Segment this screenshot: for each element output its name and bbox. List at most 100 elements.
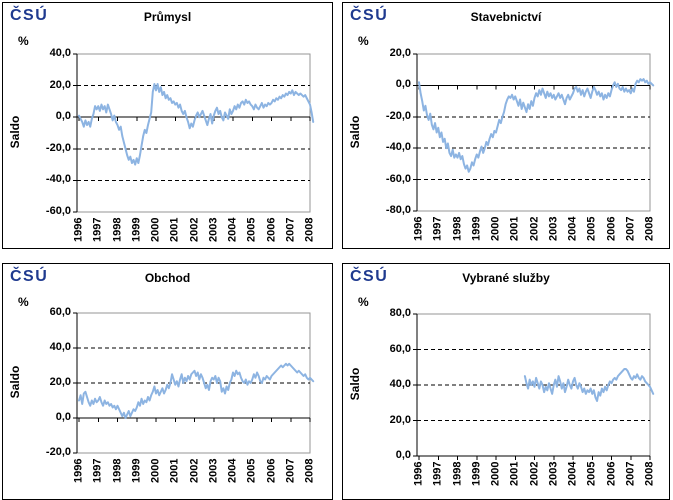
chart-panel-stavebnictvi: ČSÚ Stavebnictví % Saldo -80,0 -60,0 -40,0… bbox=[342, 2, 670, 249]
line-chart bbox=[73, 312, 315, 454]
x-tick-label: 2007 bbox=[284, 217, 297, 242]
y-tick-label: -40,0 bbox=[385, 141, 411, 154]
x-tick-label: 2001 bbox=[508, 461, 521, 486]
y-tick-label: 60,0 bbox=[49, 306, 71, 318]
x-tick-label: 1998 bbox=[451, 216, 463, 241]
x-tick-label: 1999 bbox=[130, 458, 143, 483]
csu-logo: ČSÚ bbox=[10, 268, 49, 285]
line-chart bbox=[73, 53, 315, 213]
y-tick-label: -20,0 bbox=[45, 141, 71, 154]
x-tick-label: 2000 bbox=[489, 461, 502, 486]
csu-logo: ČSÚ bbox=[350, 268, 389, 285]
chart-panel-obchod: ČSÚ Obchod % Saldo -20,0 0,0 20,0 40,0 60,0 1… bbox=[2, 263, 333, 500]
x-tick-label: 2007 bbox=[624, 216, 637, 241]
x-tick-label: 1997 bbox=[431, 216, 444, 241]
chart-title: Stavebnictví bbox=[470, 10, 542, 24]
x-tick-label: 2006 bbox=[265, 217, 277, 242]
saldo-line-series bbox=[78, 362, 315, 419]
x-tick-label: 2005 bbox=[245, 458, 258, 483]
chart-panel-prumysl: ČSÚ Průmysl % Saldo -60,0 -40,0 -20,0 0,0 20… bbox=[2, 2, 333, 249]
x-tick-label: 1997 bbox=[91, 217, 104, 242]
x-tick-label: 1999 bbox=[130, 217, 143, 242]
x-tick-label: 2003 bbox=[547, 216, 560, 241]
x-tick-label: 2006 bbox=[605, 461, 617, 486]
y-axis-title: Saldo bbox=[8, 115, 22, 149]
y-axis-title: Saldo bbox=[348, 367, 362, 401]
y-tick-label: -20,0 bbox=[385, 109, 411, 122]
x-tick-label: 2000 bbox=[149, 458, 162, 483]
x-tick-label: 2003 bbox=[207, 458, 220, 483]
y-tick-label: -40,0 bbox=[45, 173, 71, 186]
x-tick-label: 2007 bbox=[284, 458, 297, 483]
unit-label: % bbox=[358, 295, 369, 309]
x-tick-label: 1996 bbox=[412, 216, 425, 241]
x-tick-label: 2001 bbox=[168, 458, 181, 483]
y-tick-label: -60,0 bbox=[385, 172, 411, 185]
y-tick-label: 20,0 bbox=[49, 78, 71, 91]
x-tick-label: 1997 bbox=[91, 458, 104, 483]
line-chart bbox=[413, 53, 655, 212]
x-tick-label: 2005 bbox=[585, 216, 598, 241]
unit-label: % bbox=[18, 34, 29, 48]
x-tick-label: 1998 bbox=[111, 458, 123, 483]
x-tick-label: 2004 bbox=[566, 461, 579, 486]
y-tick-label: 40,0 bbox=[49, 47, 71, 59]
y-tick-label: 40,0 bbox=[389, 378, 411, 390]
x-tick-label: 1998 bbox=[111, 217, 123, 242]
x-tick-label: 2003 bbox=[207, 217, 220, 242]
x-tick-label: 2002 bbox=[528, 216, 540, 241]
x-tick-label: 2006 bbox=[265, 458, 277, 483]
x-tick-label: 1996 bbox=[72, 217, 85, 242]
x-tick-label: 1999 bbox=[470, 461, 483, 486]
y-tick-label: 60,0 bbox=[389, 342, 411, 355]
x-tick-label: 2000 bbox=[489, 216, 502, 241]
x-tick-label: 2007 bbox=[624, 461, 637, 486]
x-tick-label: 2001 bbox=[508, 216, 521, 241]
x-tick-label: 2002 bbox=[188, 217, 200, 242]
x-tick-label: 2004 bbox=[226, 458, 239, 483]
saldo-line-series bbox=[418, 78, 655, 173]
chart-title: Vybrané služby bbox=[462, 271, 550, 285]
x-tick-label: 2008 bbox=[303, 217, 316, 242]
y-tick-label: 20,0 bbox=[49, 376, 71, 388]
y-tick-label: 40,0 bbox=[49, 341, 71, 353]
unit-label: % bbox=[358, 34, 369, 48]
saldo-line-series bbox=[78, 83, 315, 166]
x-tick-label: 2005 bbox=[245, 217, 258, 242]
x-tick-label: 2001 bbox=[168, 217, 181, 242]
x-tick-label: 2008 bbox=[303, 458, 316, 483]
y-tick-label: -60,0 bbox=[45, 205, 71, 217]
chart-title: Průmysl bbox=[143, 10, 192, 24]
csu-logo: ČSÚ bbox=[350, 7, 389, 24]
x-tick-label: 1997 bbox=[431, 461, 444, 486]
csu-logo: ČSÚ bbox=[10, 7, 49, 24]
x-tick-label: 2008 bbox=[643, 461, 656, 486]
x-tick-label: 2004 bbox=[566, 216, 579, 241]
y-tick-label: -20,0 bbox=[45, 446, 71, 458]
x-tick-label: 2004 bbox=[226, 217, 239, 242]
x-tick-label: 2008 bbox=[643, 216, 656, 241]
y-axis-title: Saldo bbox=[8, 365, 22, 399]
y-tick-label: 0,0 bbox=[395, 449, 411, 461]
y-tick-label: 0,0 bbox=[55, 110, 71, 123]
x-tick-label: 1999 bbox=[470, 216, 483, 241]
chart-panel-vybrane-sluzby: ČSÚ Vybrané služby % Saldo 0,0 20,0 40,0 60… bbox=[342, 263, 670, 500]
y-tick-label: 20,0 bbox=[389, 47, 411, 59]
y-tick-label: 0,0 bbox=[395, 78, 411, 91]
x-tick-label: 2000 bbox=[149, 217, 162, 242]
y-tick-label: 80,0 bbox=[389, 307, 411, 319]
x-tick-label: 2005 bbox=[585, 461, 598, 486]
x-tick-label: 1996 bbox=[412, 461, 425, 486]
y-tick-label: -80,0 bbox=[385, 204, 411, 216]
y-tick-label: 0,0 bbox=[55, 411, 71, 423]
y-tick-label: 20,0 bbox=[389, 413, 411, 426]
x-tick-label: 2002 bbox=[188, 458, 200, 483]
x-tick-label: 2002 bbox=[528, 461, 540, 486]
x-tick-label: 2003 bbox=[547, 461, 560, 486]
y-axis-title: Saldo bbox=[348, 115, 362, 148]
chart-title: Obchod bbox=[144, 271, 191, 285]
x-tick-label: 2006 bbox=[605, 216, 617, 241]
unit-label: % bbox=[18, 295, 29, 309]
line-chart bbox=[413, 313, 655, 460]
